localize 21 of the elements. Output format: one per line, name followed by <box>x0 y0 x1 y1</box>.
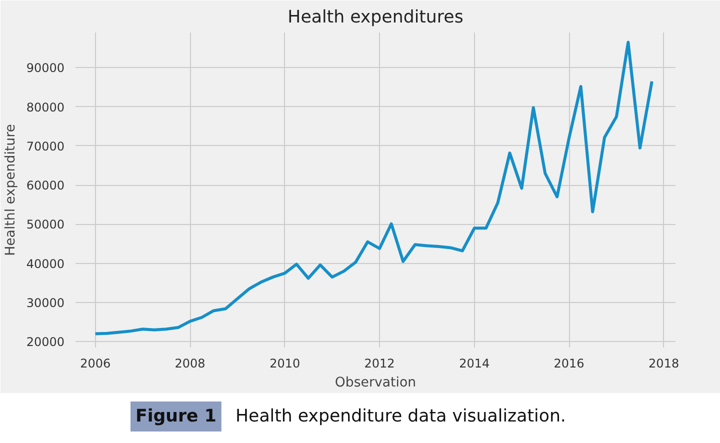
line-series <box>94 40 654 336</box>
x-tick-label: 2008 <box>174 356 206 370</box>
y-tick-label: 50000 <box>26 218 65 232</box>
x-axis-title: Observation <box>334 376 416 390</box>
x-tick-label: 2010 <box>270 356 300 370</box>
x-tick-label: 2012 <box>364 356 395 370</box>
x-tick-label: 2014 <box>459 356 490 370</box>
y-tick-label: 80000 <box>26 100 65 114</box>
y-tick-label: 90000 <box>26 61 65 76</box>
y-tick-label: 30000 <box>26 296 65 310</box>
y-tick-label: 70000 <box>26 139 65 154</box>
y-tick-label: 40000 <box>26 256 65 271</box>
y-axis-title: Healthl expenditure <box>3 124 18 256</box>
x-tick-label: 2018 <box>648 356 680 370</box>
caption: Figure 1 <box>136 406 216 426</box>
x-tick-label: 2016 <box>554 356 584 370</box>
y-tick-label: 60000 <box>26 178 65 193</box>
y-tick-label: 20000 <box>26 335 65 350</box>
chart-title: Health expenditures <box>288 8 464 28</box>
text: Health expenditure data visualization. <box>236 406 566 426</box>
x-tick-label: 2006 <box>80 356 111 370</box>
